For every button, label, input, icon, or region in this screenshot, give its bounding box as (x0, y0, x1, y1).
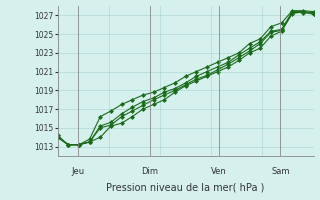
Text: Pression niveau de la mer( hPa ): Pression niveau de la mer( hPa ) (107, 183, 265, 193)
Text: Jeu: Jeu (71, 167, 85, 176)
Text: Sam: Sam (271, 167, 290, 176)
Text: Ven: Ven (211, 167, 227, 176)
Text: Dim: Dim (141, 167, 158, 176)
